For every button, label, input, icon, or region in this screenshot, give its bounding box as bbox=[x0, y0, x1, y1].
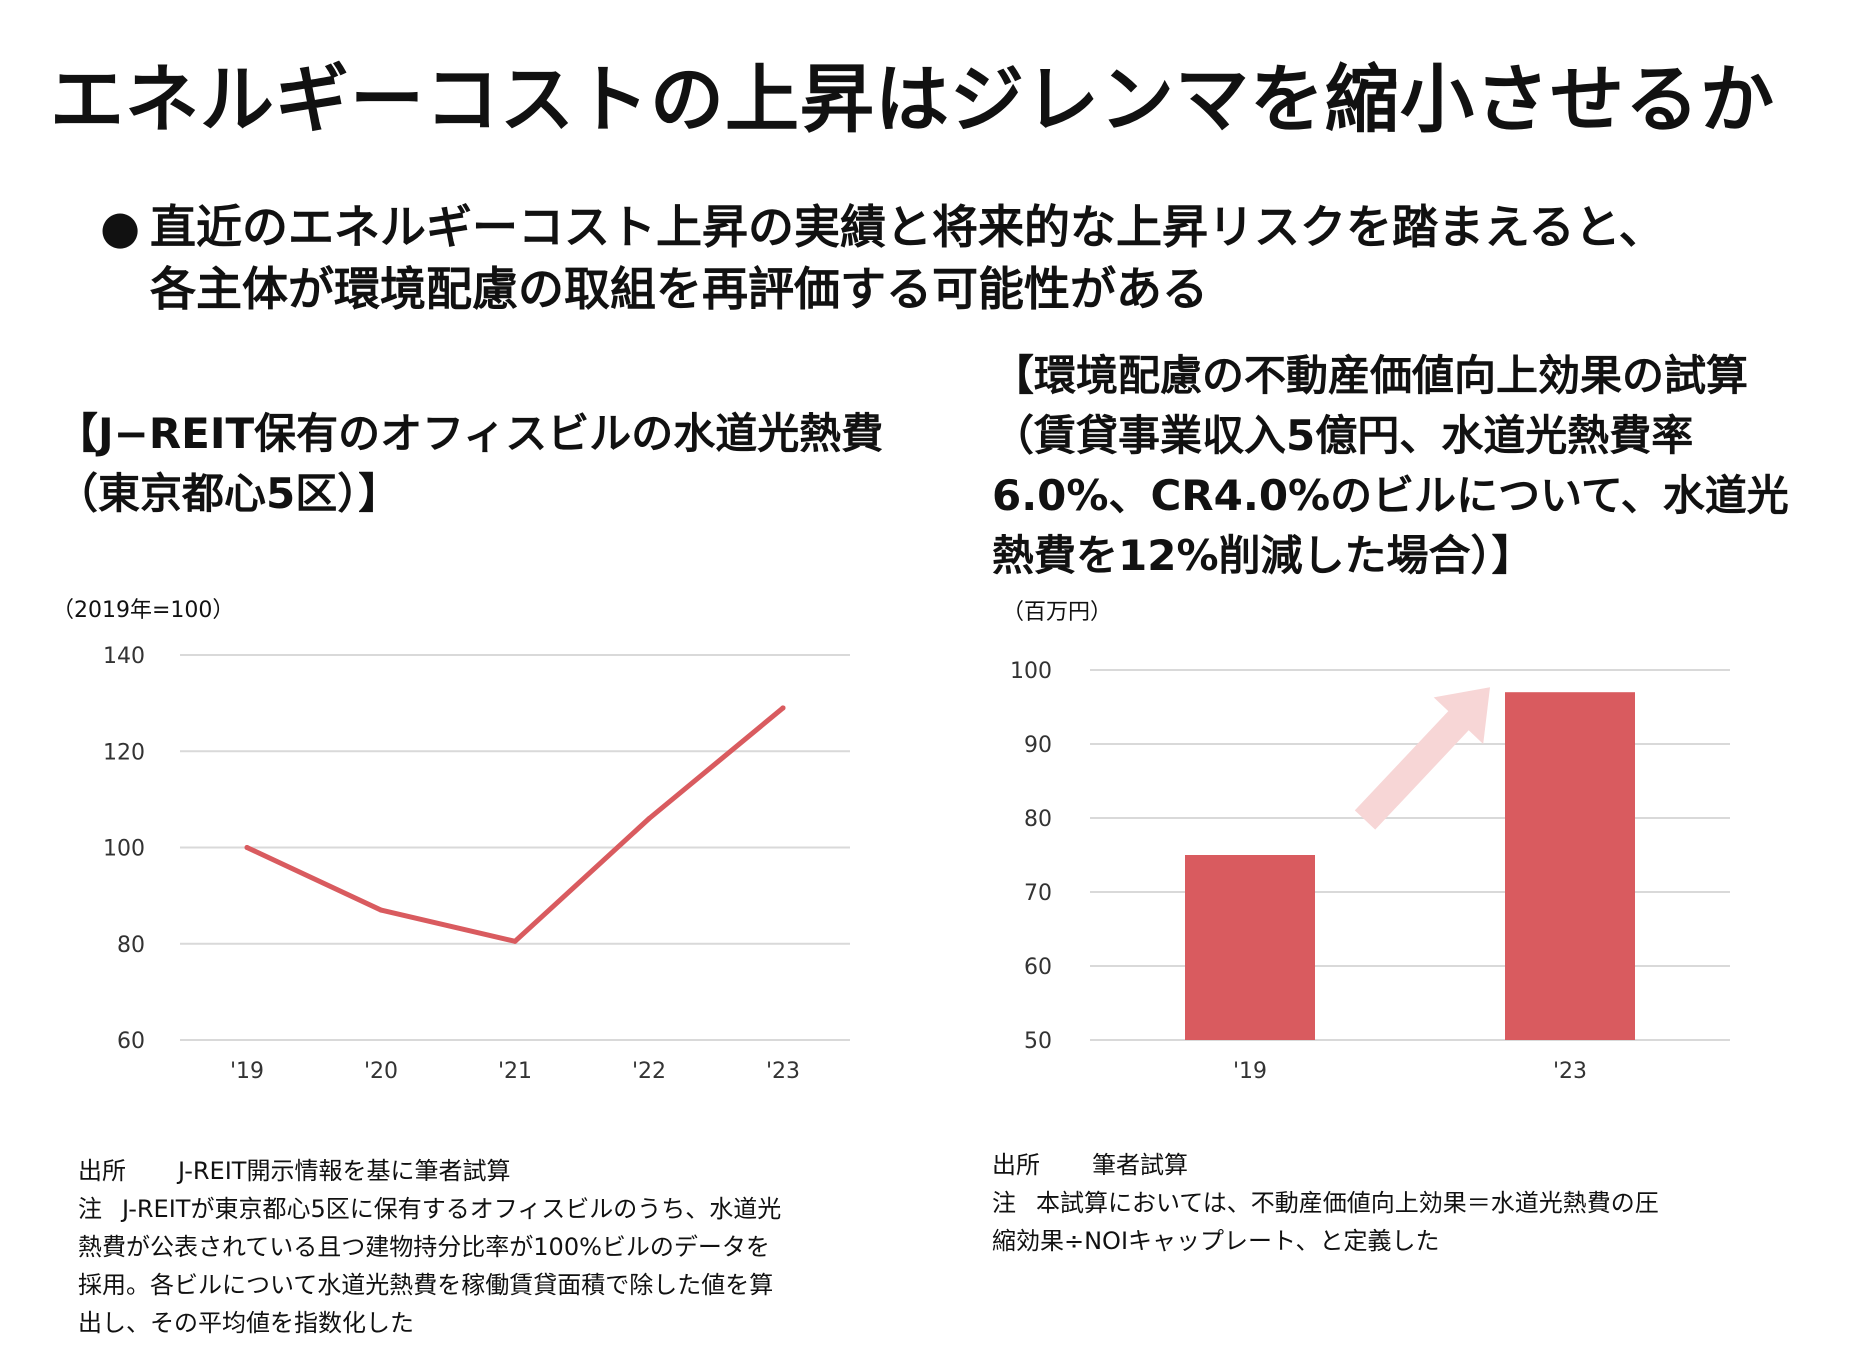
y-tick-label: 90 bbox=[1024, 733, 1052, 758]
left-note-line-4: 出し、その平均値を指数化した bbox=[78, 1309, 414, 1337]
left-note-label: 注 bbox=[78, 1195, 102, 1223]
left-notes: 出所 J-REIT開示情報を基に筆者試算 注 J-REITが東京都心5区に保有するオ… bbox=[78, 1152, 781, 1342]
y-tick-label: 140 bbox=[103, 644, 145, 669]
right-note-line-1: 注本試算においては、不動産価値向上効果＝水道光熱費の圧 bbox=[992, 1184, 1659, 1222]
x-tick-label: '20 bbox=[364, 1059, 398, 1084]
bar bbox=[1185, 855, 1315, 1040]
y-tick-label: 120 bbox=[103, 740, 145, 765]
y-tick-label: 80 bbox=[117, 933, 145, 958]
left-source-label: 出所 bbox=[78, 1157, 126, 1185]
key-message-line-1: 直近のエネルギーコスト上昇の実績と将来的な上昇リスクを踏まえると、 bbox=[150, 200, 1665, 254]
left-note-line-1: 注 J-REITが東京都心5区に保有するオフィスビルのうち、水道光 bbox=[78, 1190, 781, 1228]
right-source-label: 出所 bbox=[992, 1151, 1040, 1179]
x-tick-label: '21 bbox=[498, 1059, 532, 1084]
left-heading-line-2: （東京都心5区）】 bbox=[56, 469, 401, 518]
increase-arrow bbox=[1354, 687, 1490, 830]
left-heading-line-1: 【J−REIT保有のオフィスビルの水道光熱費 bbox=[56, 409, 884, 458]
y-tick-label: 80 bbox=[1024, 807, 1052, 832]
right-chart-unit: （百万円） bbox=[1002, 600, 1113, 625]
left-source: 出所 J-REIT開示情報を基に筆者試算 bbox=[78, 1152, 781, 1190]
left-note-line-2: 熱費が公表されている且つ建物持分比率が100%ビルのデータを bbox=[78, 1233, 770, 1261]
x-tick-label: '19 bbox=[230, 1059, 264, 1084]
y-tick-label: 60 bbox=[1024, 955, 1052, 980]
series-line bbox=[244, 705, 786, 944]
data-point bbox=[244, 845, 250, 850]
bar bbox=[1505, 692, 1635, 1040]
y-tick-label: 60 bbox=[117, 1029, 145, 1054]
right-note-label: 注 bbox=[992, 1189, 1016, 1217]
x-tick-label: '22 bbox=[632, 1059, 666, 1084]
data-point bbox=[646, 816, 652, 822]
bar-chart: 50 60 70 80 90 100 '19 '23 bbox=[1010, 659, 1730, 1084]
right-heading-line-1: 【環境配慮の不動産価値向上効果の試算 bbox=[992, 351, 1749, 400]
y-tick-label: 100 bbox=[103, 837, 145, 862]
x-tick-label: '19 bbox=[1233, 1059, 1267, 1084]
right-heading-line-2: （賃貸事業収入5億円、水道光熱費率 bbox=[992, 411, 1694, 460]
right-source-text: 筆者試算 bbox=[1092, 1151, 1188, 1179]
y-tick-label: 70 bbox=[1024, 881, 1052, 906]
line-chart: 60 80 100 120 140 '19 '20 '21 '22 '23 bbox=[103, 644, 850, 1084]
right-source: 出所 筆者試算 bbox=[992, 1146, 1659, 1184]
x-tick-label: '23 bbox=[766, 1059, 800, 1084]
left-source-text: J-REIT開示情報を基に筆者試算 bbox=[178, 1157, 511, 1185]
right-heading-line-3: 6.0%、CR4.0%のビルについて、水道光 bbox=[992, 471, 1789, 520]
page-title: エネルギーコストの上昇はジレンマを縮小させるか bbox=[50, 57, 1775, 143]
left-note-line-3: 採用。各ビルについて水道光熱費を稼働賃貸面積で除した値を算 bbox=[78, 1271, 774, 1299]
data-point bbox=[780, 705, 786, 711]
key-message: ● 直近のエネルギーコスト上昇の実績と将来的な上昇リスクを踏まえると、 各主体が… bbox=[100, 196, 1665, 320]
right-heading-line-4: 熱費を12%削減した場合）】 bbox=[992, 531, 1534, 580]
right-notes: 出所 筆者試算 注本試算においては、不動産価値向上効果＝水道光熱費の圧 縮効果÷N… bbox=[992, 1146, 1659, 1260]
left-chart-heading: 【J−REIT保有のオフィスビルの水道光熱費 （東京都心5区）】 bbox=[56, 404, 883, 524]
data-point bbox=[378, 907, 384, 913]
right-chart-heading: 【環境配慮の不動産価値向上効果の試算 （賃貸事業収入5億円、水道光熱費率 6.0… bbox=[992, 346, 1789, 586]
data-point bbox=[512, 938, 518, 944]
bullet-icon: ● bbox=[100, 200, 141, 254]
x-tick-label: '23 bbox=[1553, 1059, 1587, 1084]
key-message-line-2: 各主体が環境配慮の取組を再評価する可能性がある bbox=[150, 262, 1208, 316]
left-chart-unit: （2019年=100） bbox=[52, 598, 235, 623]
right-note-line-2: 縮効果÷NOIキャップレート、と定義した bbox=[992, 1227, 1440, 1255]
y-tick-label: 50 bbox=[1024, 1029, 1052, 1054]
y-tick-label: 100 bbox=[1010, 659, 1052, 684]
